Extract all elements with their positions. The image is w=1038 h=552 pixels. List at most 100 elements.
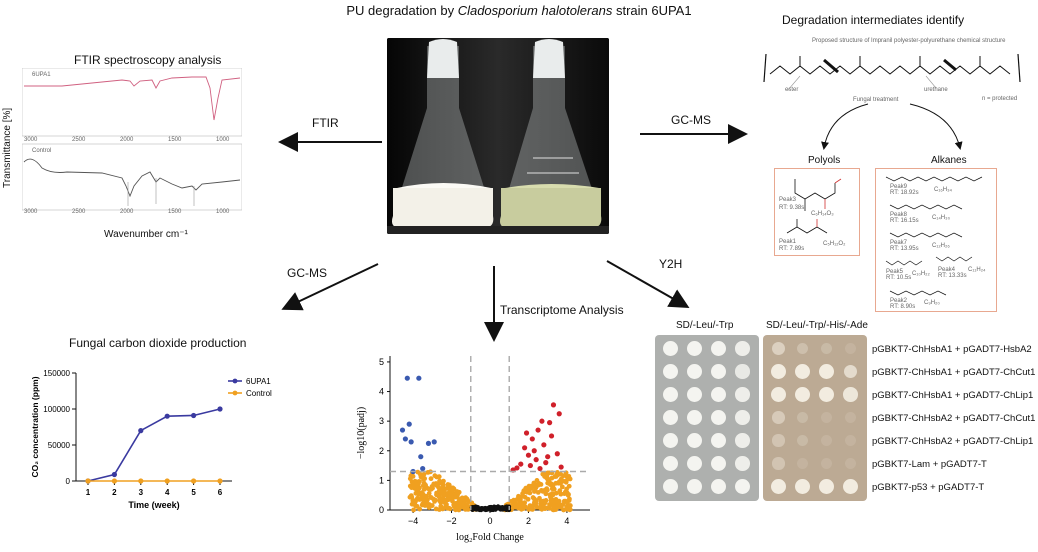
volcano-point-center [478, 507, 484, 513]
volcano-point-ns [532, 488, 538, 494]
volcano-point-up [525, 452, 532, 458]
volcano-point-up [535, 427, 541, 433]
flasks-illustration [387, 38, 609, 234]
volcano-point-ns [446, 490, 452, 496]
y2h-plate-nonselective [655, 335, 759, 501]
co2-point [138, 428, 144, 434]
yeast-colony [843, 364, 858, 379]
label-y2h: Y2H [659, 257, 683, 271]
ftir-ylabel: Transmittance [%] [2, 107, 13, 188]
volcano-point-ns [549, 481, 554, 487]
volcano-point-center [484, 507, 489, 512]
figure-title: PU degradation by Cladosporium halotoler… [0, 3, 1038, 18]
volcano-point-ns [417, 506, 423, 512]
yeast-colony [772, 342, 785, 355]
volcano-point-ns [564, 504, 570, 510]
volcano-point-ns [551, 507, 556, 513]
yeast-colony [735, 364, 750, 379]
ftir-bottom-label: Control [32, 148, 52, 154]
y2h-col1-label: SD/-Leu/-Trp [676, 320, 734, 331]
volcano-xtick-label: −2 [446, 516, 456, 526]
yeast-colony [772, 434, 785, 447]
pu-structure [758, 46, 1028, 98]
yeast-colony [821, 458, 832, 469]
volcano-point-ns [411, 507, 416, 513]
yeast-colony [796, 342, 809, 355]
volcano-point-ns [566, 483, 572, 489]
y2h-plate-selective [763, 335, 867, 501]
volcano-point-ns [423, 493, 429, 499]
volcano-point-ns [511, 503, 517, 509]
polyol-1-peak: Peak3 [779, 197, 797, 203]
ftir-spectra: 6UPA1 Control 3000 2500 2000 1500 1000 3… [21, 67, 243, 216]
yeast-colony [687, 364, 702, 379]
volcano-point-ns [528, 503, 534, 509]
volcano-xtick-label: −4 [408, 516, 418, 526]
y2h-col2-label: SD/-Leu/-Trp/-His/-Ade [766, 320, 868, 331]
volcano-point-ns [542, 500, 548, 506]
co2-ytick-label: 0 [66, 477, 71, 486]
volcano-point-ns [515, 502, 521, 507]
yeast-colony [845, 435, 856, 446]
ftir-tick-1: 3000 [24, 137, 38, 143]
volcano-point-up [527, 462, 533, 469]
yeast-colony [687, 479, 702, 494]
volcano-point-ns [508, 498, 514, 504]
volcano-point-ns [563, 478, 569, 484]
ester-label: ester [785, 87, 799, 93]
volcano-point-ns [422, 476, 428, 481]
volcano-point-down [420, 465, 426, 472]
yeast-colony [735, 433, 750, 448]
volcano-point-ns [424, 497, 430, 503]
volcano-point-ns [460, 503, 466, 509]
volcano-point-ns [523, 485, 529, 491]
yeast-colony [795, 479, 810, 494]
yeast-colony [821, 435, 832, 446]
yeast-colony [735, 387, 750, 402]
volcano-point-ns [567, 476, 573, 482]
volcano-ylabel: −log10(padj) [356, 407, 367, 459]
volcano-point-ns [538, 482, 544, 487]
co2-xtick-label: 5 [191, 488, 196, 497]
yeast-colony [820, 342, 833, 355]
yeast-colony [771, 387, 786, 402]
yeast-colony [845, 343, 856, 354]
volcano-point-up [558, 464, 564, 470]
volcano-plot: 0 1 2 3 4 5 −4 −2 0 2 4 log₂Fold Change −log10(padj) [356, 356, 590, 543]
alkane-6-formula: C₉H₂₀ [924, 300, 940, 306]
volcano-point-ns [561, 507, 566, 513]
volcano-point-ns [547, 505, 553, 511]
yeast-colony [687, 433, 702, 448]
volcano-point-down [408, 439, 414, 445]
volcano-point-ns [412, 480, 418, 485]
volcano-point-ns [426, 490, 432, 496]
volcano-point-ns [413, 487, 419, 493]
co2-point [164, 478, 170, 484]
pu-structure-svg [763, 53, 1021, 91]
alkane-1-peak: Peak9 [890, 184, 908, 190]
polyol-1-rt: RT: 9.38s [779, 205, 805, 211]
volcano-point-ns [558, 491, 564, 497]
volcano-point-ns [428, 476, 434, 482]
alkane-4-peak: Peak5 [886, 269, 904, 275]
ftir-title: FTIR spectroscopy analysis [74, 53, 222, 67]
polyols-structures [786, 178, 842, 234]
volcano-point-ns [450, 495, 456, 501]
yeast-colony [687, 387, 702, 402]
polyol-2-peak: Peak1 [779, 239, 797, 245]
volcano-point-up [543, 460, 549, 466]
yeast-colony [771, 479, 786, 494]
alkane-3-formula: C₁₂H₂₆ [932, 243, 950, 249]
yeast-colony [772, 411, 785, 424]
volcano-point-ns [566, 498, 572, 503]
volcano-point-ns [446, 505, 452, 511]
volcano-point-up [523, 430, 530, 436]
volcano-point-down [431, 439, 437, 445]
co2-point [111, 478, 117, 484]
protected-label: n = protected [982, 96, 1018, 102]
yeast-colony [819, 364, 834, 379]
volcano-point-ns [425, 503, 431, 508]
arrow-gcms-left [281, 263, 379, 311]
yeast-colony [711, 341, 726, 356]
yeast-colony [796, 434, 809, 447]
